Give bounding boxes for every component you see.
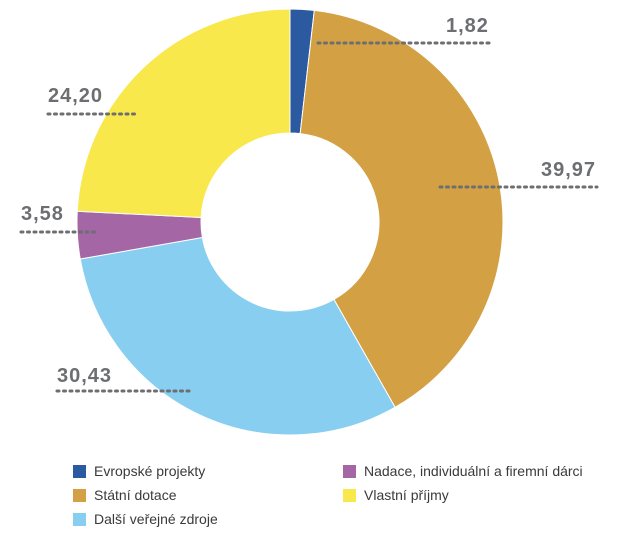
legend-label: Státní dotace	[94, 487, 177, 503]
value-label-evropske-projekty: 1,82	[446, 15, 489, 37]
value-label-vlastni-prijmy-group: 24,20	[46, 85, 140, 116]
value-label-evropske-projekty-group: 1,82	[316, 15, 492, 45]
donut-chart: 1,82 39,97 30,43 3,58 24,20	[19, 8, 599, 436]
donut-hole	[201, 133, 379, 311]
legend-item-evropske-projekty: Evropské projekty	[73, 462, 205, 480]
value-label-statni-dotace: 39,97	[541, 159, 596, 181]
legend-swatch	[73, 488, 86, 502]
legend-item-vlastni-prijmy: Vlastní příjmy	[343, 486, 449, 504]
chart-legend: Evropské projekty Nadace, individuální a…	[73, 462, 618, 534]
legend-item-dalsi-verejne-zdroje: Další veřejné zdroje	[73, 510, 218, 528]
donut-slices	[76, 8, 504, 436]
value-label-vlastni-prijmy: 24,20	[48, 85, 103, 107]
value-label-statni-dotace-group: 39,97	[438, 159, 599, 189]
legend-item-nadace: Nadace, individuální a firemní dárci	[343, 462, 583, 480]
legend-swatch	[73, 464, 86, 478]
legend-swatch	[343, 488, 356, 502]
legend-label: Nadace, individuální a firemní dárci	[364, 463, 583, 479]
legend-label: Vlastní příjmy	[364, 487, 449, 503]
value-label-dalsi-verejne-zdroje-group: 30,43	[55, 365, 195, 393]
value-label-nadace-group: 3,58	[19, 203, 100, 234]
legend-swatch	[73, 512, 86, 526]
value-label-dalsi-verejne-zdroje: 30,43	[57, 365, 112, 387]
value-label-nadace: 3,58	[21, 203, 64, 225]
legend-label: Evropské projekty	[94, 463, 206, 479]
legend-label: Další veřejné zdroje	[94, 511, 218, 527]
legend-swatch	[343, 464, 356, 478]
legend-item-statni-dotace: Státní dotace	[73, 486, 177, 504]
